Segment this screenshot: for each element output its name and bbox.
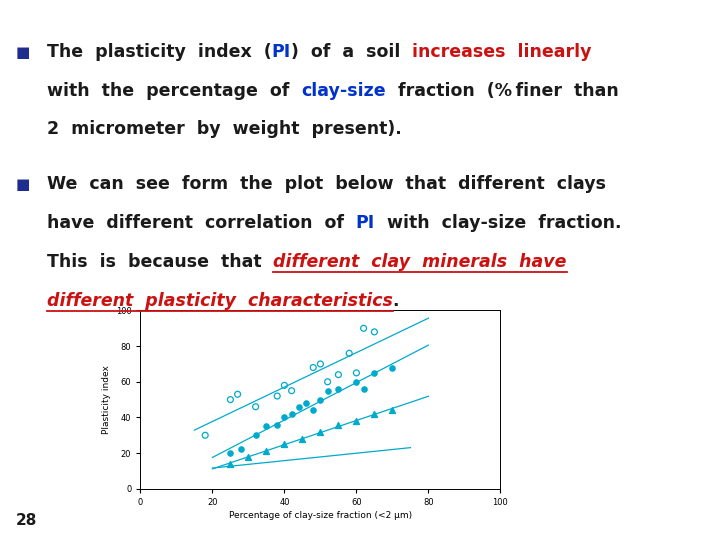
Point [279,440,290,448]
Point [369,328,380,336]
Text: ■: ■ [16,177,30,192]
Point [232,390,243,399]
Point [343,349,355,357]
Point [243,453,254,461]
Point [369,445,380,454]
Point [322,387,333,395]
Point [225,449,236,457]
Point [315,395,326,404]
Point [300,399,312,408]
Point [225,460,236,468]
Point [333,370,344,379]
Point [351,417,362,426]
Point [333,453,344,461]
Text: This  is  because  that: This is because that [47,253,274,271]
Text: 28: 28 [16,513,37,528]
Point [261,422,272,431]
Text: We  can  see  form  the  plot  below  that  different  clays: We can see form the plot below that diff… [47,175,606,193]
Y-axis label: Plasticity index: Plasticity index [102,365,112,434]
Point [199,431,211,440]
Point [243,460,254,468]
Point [315,453,326,461]
Point [279,381,290,390]
Point [351,449,362,457]
Point [351,377,362,386]
Point [387,363,398,372]
Text: PI: PI [271,43,291,60]
Point [293,402,305,411]
Point [358,324,369,333]
Point [351,368,362,377]
Point [333,384,344,393]
Text: with  the  percentage  of: with the percentage of [47,82,301,99]
Text: 2  micrometer  by  weight  present).: 2 micrometer by weight present). [47,120,402,138]
Point [315,427,326,436]
Text: increases  linearly: increases linearly [412,43,592,60]
Point [250,431,261,440]
Point [279,456,290,464]
Point [307,406,319,415]
Point [286,387,297,395]
Text: have  different  correlation  of: have different correlation of [47,214,356,232]
Point [307,456,319,464]
Text: ■: ■ [16,45,30,60]
Point [315,360,326,368]
Point [286,454,297,463]
X-axis label: Percentage of clay-size fraction (<2 μm): Percentage of clay-size fraction (<2 μm) [229,511,412,520]
Point [225,461,236,470]
Point [271,392,283,400]
Point [333,420,344,429]
Point [261,447,272,456]
Point [235,445,247,454]
Point [358,384,369,393]
Point [307,363,319,372]
Text: different  plasticity  characteristics: different plasticity characteristics [47,292,392,309]
Point [387,406,398,415]
Point [369,409,380,418]
Point [322,377,333,386]
Point [369,368,380,377]
Text: )  of  a  soil: ) of a soil [291,43,412,60]
Text: The  plasticity  index  (: The plasticity index ( [47,43,271,60]
Point [297,435,308,443]
Point [271,460,283,468]
Point [297,454,308,463]
Text: different  clay  minerals  have: different clay minerals have [274,253,567,271]
Point [286,409,297,418]
Point [225,395,236,404]
Text: with  clay-size  fraction.: with clay-size fraction. [375,214,621,232]
Text: PI: PI [356,214,375,232]
Point [261,457,272,466]
Text: fraction  (% finer  than: fraction (% finer than [386,82,618,99]
Text: clay-size: clay-size [301,82,386,99]
Point [271,420,283,429]
Point [279,413,290,422]
Point [250,402,261,411]
Text: .: . [392,292,399,309]
